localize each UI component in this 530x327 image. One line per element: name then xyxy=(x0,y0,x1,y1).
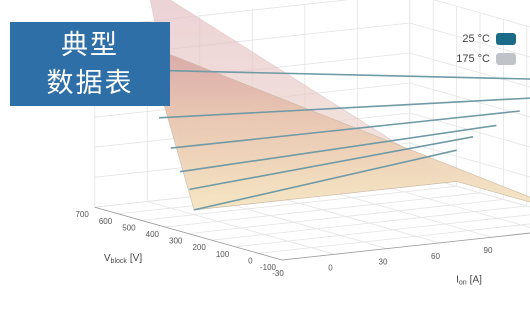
grid-line xyxy=(409,82,530,118)
y-axis-line xyxy=(94,206,283,261)
y-tick-label: 400 xyxy=(146,230,160,239)
legend-label: 25 °C xyxy=(462,33,490,45)
grid-line xyxy=(409,22,530,58)
x-axis-title: Ion [A] xyxy=(456,275,482,287)
legend-swatch xyxy=(496,33,516,45)
x-tick-label: 30 xyxy=(379,258,388,267)
grid-line xyxy=(164,192,481,228)
y-tick-label: -100 xyxy=(260,263,277,272)
y-tick-label: 600 xyxy=(99,217,113,226)
grid-line xyxy=(188,199,504,234)
grid-line xyxy=(94,0,350,28)
grid-line xyxy=(409,112,530,148)
grid-line xyxy=(409,142,530,178)
banner-line-1: 典型 xyxy=(61,30,119,61)
x-axis-line xyxy=(281,232,530,261)
grid-line xyxy=(258,223,530,254)
legend-label: 175 °C xyxy=(456,53,490,65)
grid-line xyxy=(281,232,530,261)
x-axis-unit: [A] xyxy=(470,275,482,286)
iso-line xyxy=(193,149,457,211)
iso-line xyxy=(158,97,530,119)
iso-line xyxy=(189,136,474,191)
x-tick-label: 60 xyxy=(431,252,440,261)
grid-line xyxy=(409,52,530,88)
y-axis-subscript: block xyxy=(111,258,128,265)
y-tick-label: 100 xyxy=(216,250,230,259)
x-axis-subscript: on xyxy=(459,280,467,287)
y-tick-label: 300 xyxy=(169,237,183,246)
legend-swatch xyxy=(496,53,516,65)
x-tick-label: 90 xyxy=(484,246,493,255)
grid-line xyxy=(433,0,530,28)
grid-line xyxy=(235,214,530,248)
banner-line-2: 数据表 xyxy=(46,68,134,99)
y-tick-label: 200 xyxy=(192,243,206,252)
iso-line xyxy=(149,69,530,80)
iso-line xyxy=(170,110,520,149)
legend-item-175c: 175 °C xyxy=(456,53,516,65)
y-axis-title: Vblock [V] xyxy=(104,253,142,265)
y-tick-label: 0 xyxy=(248,256,253,265)
grid-line xyxy=(141,185,457,221)
legend: 25 °C 175 °C xyxy=(456,33,516,73)
x-tick-label: 0 xyxy=(328,263,333,272)
surfaces xyxy=(146,0,530,211)
x-tick-label: -30 xyxy=(272,269,284,278)
y-axis-unit: [V] xyxy=(130,253,142,264)
axes: -300306090120150-10001002003004005006007… xyxy=(75,206,530,287)
grid-line xyxy=(211,205,527,241)
title-banner: 典型 数据表 xyxy=(10,22,170,106)
iso-line xyxy=(179,124,497,173)
legend-item-25c: 25 °C xyxy=(456,33,516,45)
y-tick-label: 500 xyxy=(122,223,136,232)
y-tick-label: 700 xyxy=(75,210,89,219)
